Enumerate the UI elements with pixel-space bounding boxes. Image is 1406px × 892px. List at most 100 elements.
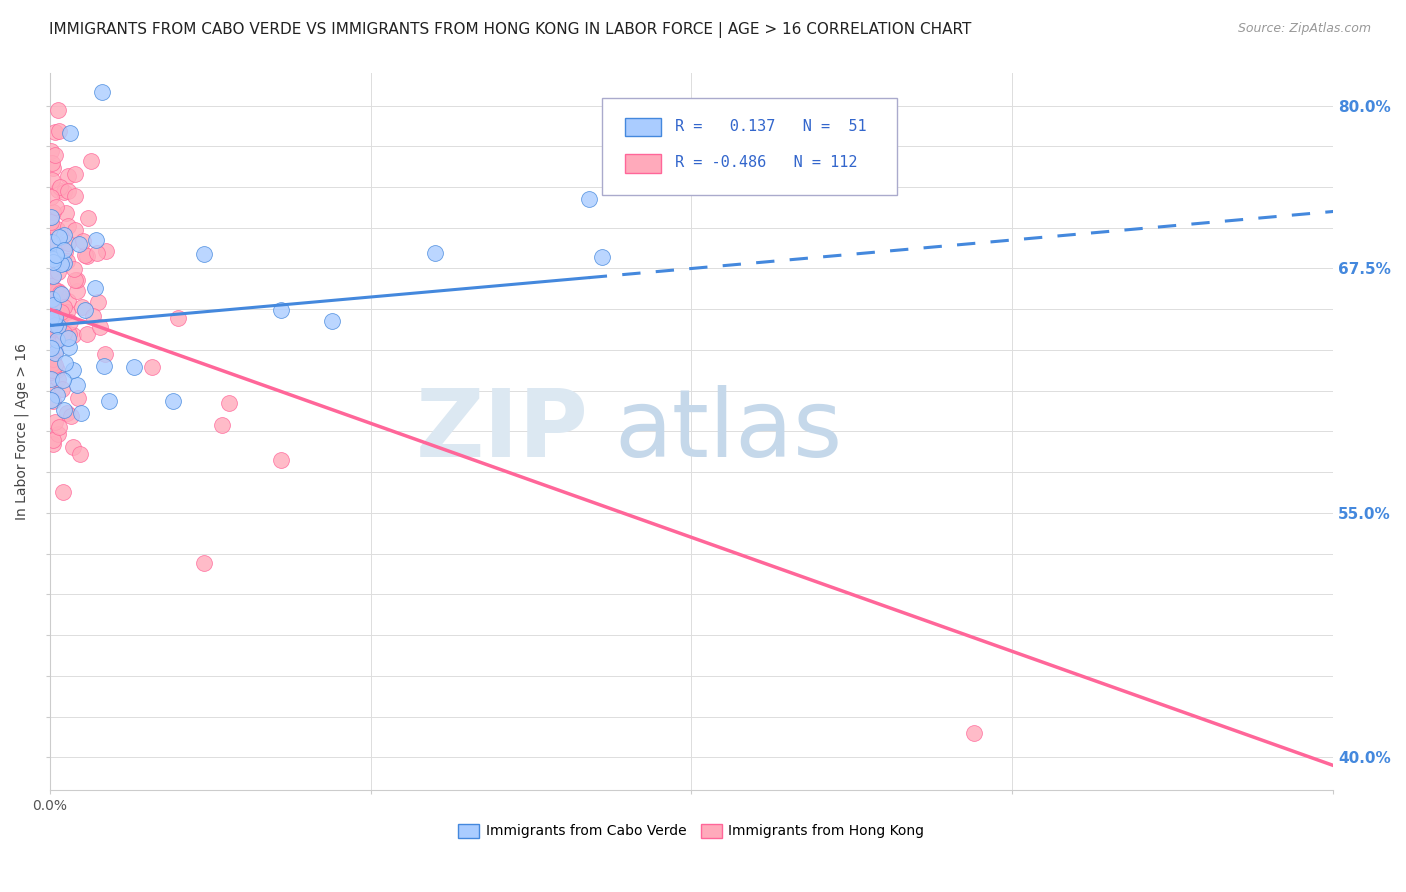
Point bbox=[124, 359, 146, 374]
Point bbox=[89, 319, 111, 334]
Point bbox=[48, 124, 70, 138]
Point bbox=[45, 362, 67, 376]
Point bbox=[66, 284, 89, 298]
Point bbox=[42, 300, 65, 314]
Point bbox=[51, 382, 73, 396]
Point bbox=[270, 303, 292, 318]
Point bbox=[73, 302, 96, 317]
Point bbox=[211, 417, 233, 432]
Point bbox=[58, 331, 80, 345]
Point bbox=[56, 294, 79, 309]
Point bbox=[42, 437, 65, 451]
Point bbox=[41, 363, 63, 377]
Point bbox=[45, 248, 67, 262]
Point bbox=[42, 249, 65, 263]
Point bbox=[94, 346, 117, 360]
Point bbox=[49, 286, 72, 301]
Point bbox=[66, 377, 89, 392]
Point bbox=[49, 305, 72, 319]
Point bbox=[42, 252, 65, 267]
Point bbox=[44, 283, 66, 297]
Point bbox=[58, 326, 80, 341]
Point bbox=[44, 310, 66, 324]
Point bbox=[39, 318, 62, 332]
Point bbox=[56, 406, 79, 420]
Point bbox=[193, 557, 215, 571]
Point bbox=[44, 358, 66, 372]
Point bbox=[52, 372, 75, 386]
Point bbox=[93, 359, 115, 374]
Point bbox=[69, 407, 91, 421]
Point bbox=[79, 153, 101, 168]
Point bbox=[41, 249, 63, 263]
Point bbox=[45, 321, 67, 335]
Point bbox=[39, 393, 62, 408]
Point bbox=[76, 327, 98, 342]
Point bbox=[44, 318, 66, 332]
Point bbox=[41, 255, 63, 269]
Point bbox=[59, 409, 82, 423]
Point bbox=[72, 234, 94, 248]
Point bbox=[39, 384, 62, 398]
Point bbox=[41, 155, 63, 169]
Point bbox=[42, 297, 65, 311]
Point bbox=[42, 268, 65, 283]
Point bbox=[46, 265, 69, 279]
FancyBboxPatch shape bbox=[624, 118, 661, 136]
Point bbox=[321, 313, 343, 327]
Point bbox=[42, 352, 65, 367]
Point bbox=[41, 270, 63, 285]
Point bbox=[45, 333, 67, 347]
Point bbox=[53, 402, 76, 417]
Point bbox=[49, 328, 72, 343]
Point bbox=[167, 310, 190, 325]
Point bbox=[67, 237, 90, 252]
Point bbox=[141, 359, 163, 374]
Point bbox=[41, 309, 63, 323]
Point bbox=[44, 343, 66, 358]
Point bbox=[97, 393, 120, 408]
Legend: Immigrants from Cabo Verde, Immigrants from Hong Kong: Immigrants from Cabo Verde, Immigrants f… bbox=[453, 818, 929, 844]
Point bbox=[63, 167, 86, 181]
Point bbox=[62, 440, 84, 454]
Point bbox=[62, 262, 84, 277]
Point bbox=[82, 310, 104, 324]
Point bbox=[41, 341, 63, 355]
Point bbox=[48, 319, 70, 334]
Point bbox=[578, 193, 600, 207]
Point bbox=[46, 236, 69, 251]
Point bbox=[86, 295, 108, 310]
Point bbox=[46, 183, 69, 197]
Point bbox=[39, 316, 62, 330]
Point bbox=[84, 281, 107, 295]
Point bbox=[44, 346, 66, 360]
Point bbox=[52, 331, 75, 345]
Point bbox=[49, 257, 72, 271]
Point bbox=[52, 300, 75, 314]
Point bbox=[49, 285, 72, 300]
Point bbox=[53, 243, 76, 257]
Point bbox=[41, 235, 63, 250]
Point bbox=[63, 223, 86, 237]
Point bbox=[52, 255, 75, 269]
Point bbox=[41, 215, 63, 229]
Point bbox=[963, 726, 986, 740]
Text: Source: ZipAtlas.com: Source: ZipAtlas.com bbox=[1237, 22, 1371, 36]
Point bbox=[49, 180, 72, 194]
Point bbox=[53, 356, 76, 370]
Point bbox=[94, 244, 117, 258]
FancyBboxPatch shape bbox=[602, 98, 897, 194]
Point bbox=[218, 396, 240, 410]
Point bbox=[52, 228, 75, 243]
Point bbox=[193, 247, 215, 261]
Point bbox=[58, 340, 80, 354]
Point bbox=[46, 427, 69, 442]
Point bbox=[69, 447, 91, 461]
Point bbox=[41, 322, 63, 336]
Point bbox=[55, 305, 77, 319]
Point bbox=[39, 190, 62, 204]
Point bbox=[39, 324, 62, 338]
Point bbox=[46, 103, 69, 117]
Point bbox=[44, 125, 66, 139]
Text: R =   0.137   N =  51: R = 0.137 N = 51 bbox=[675, 119, 866, 134]
